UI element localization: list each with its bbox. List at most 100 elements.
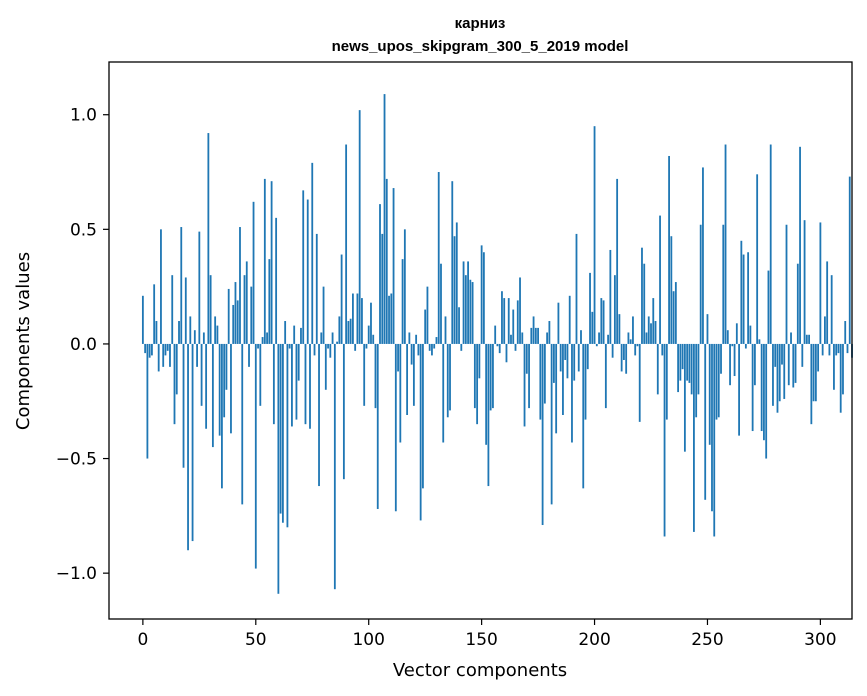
bar [385,178,388,344]
bar [575,233,578,344]
bar [787,343,790,386]
bar [248,343,250,367]
bar [160,229,162,344]
bar [300,327,302,344]
bar [543,343,546,404]
bar [476,343,479,425]
bar [187,343,189,551]
bar [805,334,808,344]
bar [609,249,612,344]
bar [848,176,851,344]
y-tick-label: 0.5 [70,220,97,240]
bar [259,343,262,406]
bar [232,304,235,344]
bar [690,343,693,395]
bar [182,343,185,468]
bar [830,275,833,344]
bar [539,343,542,420]
bar [672,291,675,344]
bar [336,341,338,344]
bar [760,343,763,432]
bar [772,343,774,406]
bar [654,321,657,344]
y-tick-label: −0.5 [56,450,97,470]
bar [744,343,747,349]
bar [808,334,810,344]
bar [214,316,217,344]
bar [184,277,187,344]
bar [415,334,418,344]
bar [485,343,488,445]
x-tick-label: 200 [578,630,610,650]
bar [189,316,192,344]
bar [659,215,661,344]
bar [148,343,151,358]
bar [593,126,596,344]
bar [347,321,350,344]
bar [205,343,208,429]
bar [487,343,490,487]
bar [638,343,641,422]
bar [532,316,535,344]
bar [742,254,745,344]
bar [534,327,537,344]
bar [449,343,451,411]
bar [352,293,354,344]
bar [202,332,205,344]
bar [311,162,314,344]
bar [756,174,759,344]
bar [218,343,221,436]
bar [225,343,228,390]
bar [284,321,287,344]
bar [151,343,153,356]
bar [329,343,332,358]
bar [634,343,637,356]
bar [288,343,291,349]
bar [776,343,779,413]
bar [758,339,761,344]
bar [613,275,616,344]
bar [281,343,284,523]
bar [257,343,259,349]
bar [796,263,799,344]
bar [482,252,485,344]
bar [819,222,822,344]
bar [221,343,223,489]
bar [803,220,806,344]
bar [361,298,363,344]
bar [435,337,438,344]
bar [670,236,673,344]
bar [663,343,666,537]
bar [295,343,298,420]
bar [331,332,334,344]
bar [562,343,564,415]
bar [751,343,754,432]
bar [399,343,402,443]
bar [817,343,820,372]
bar [297,343,300,381]
bar [510,334,512,344]
bar [726,330,729,344]
bar [591,311,594,344]
bar [268,259,271,344]
bar [530,327,533,344]
bar [600,298,603,344]
bar [433,343,436,349]
bar [388,295,390,344]
bar [216,325,219,344]
bar [580,330,582,344]
bar [699,224,702,344]
bar [708,343,711,445]
bar [291,343,293,427]
bar [372,334,375,344]
bar [209,275,212,344]
bar [537,327,539,344]
bar [318,343,320,487]
bar [437,172,440,344]
bar [686,343,689,381]
bar [623,343,625,360]
bar [717,343,720,418]
x-tick-label: 250 [691,630,723,650]
bar [227,288,230,344]
bar [480,245,483,344]
